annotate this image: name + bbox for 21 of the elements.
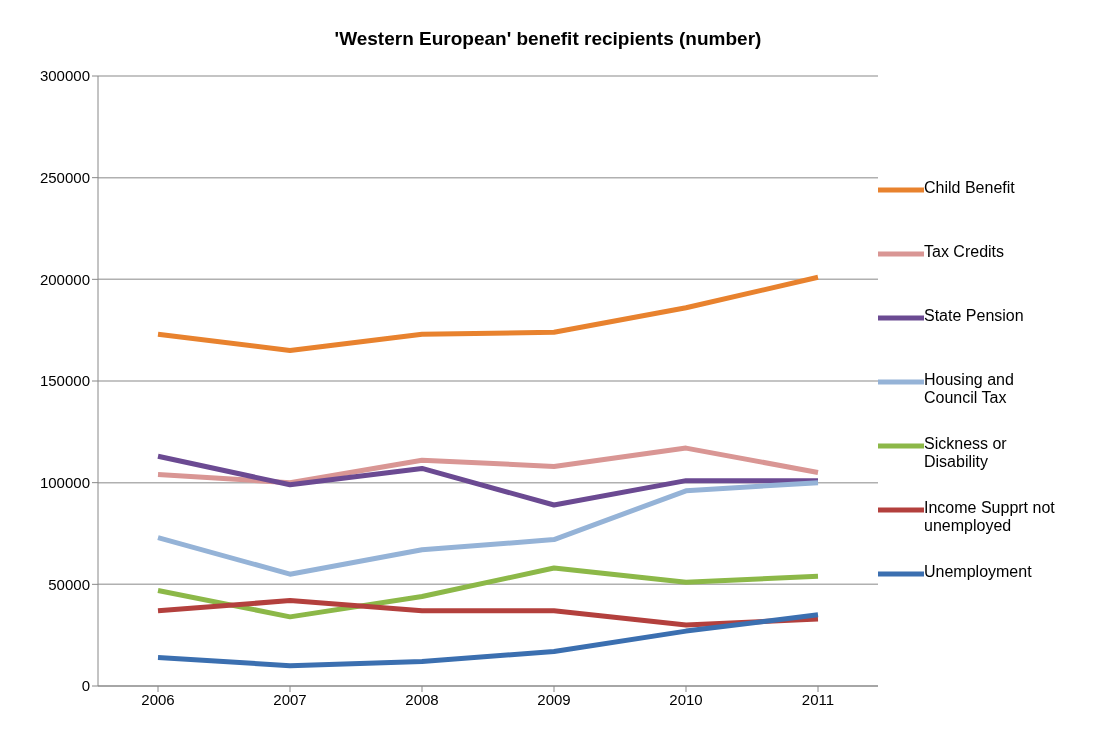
legend-label: Sickness or Disability [924,435,1008,471]
y-tick-label: 150000 [39,372,90,390]
legend-label: Tax Credits [924,243,1006,261]
legend-label: Housing and Council Tax [924,371,1015,407]
legend-label: Child Benefit [924,179,1016,197]
x-tick-label: 2009 [537,690,571,708]
y-tick-label: 0 [81,677,90,695]
y-tick-label: 250000 [39,168,90,186]
y-tick-label: 300000 [39,67,90,85]
legend-label: State Pension [924,307,1025,325]
y-tick-label: 100000 [39,473,90,491]
x-tick-label: 2010 [669,690,703,708]
legend-label: Unemployment [924,563,1033,581]
y-tick-label: 200000 [39,270,90,288]
legend-label: Income Supprt not unemployed [924,499,1056,535]
x-tick-label: 2011 [801,690,835,708]
x-tick-label: 2007 [273,690,307,708]
chart-title: 'Western European' benefit recipients (number) [333,28,763,50]
y-tick-label: 50000 [48,575,90,593]
x-tick-label: 2008 [405,690,439,708]
x-tick-label: 2006 [141,690,175,708]
